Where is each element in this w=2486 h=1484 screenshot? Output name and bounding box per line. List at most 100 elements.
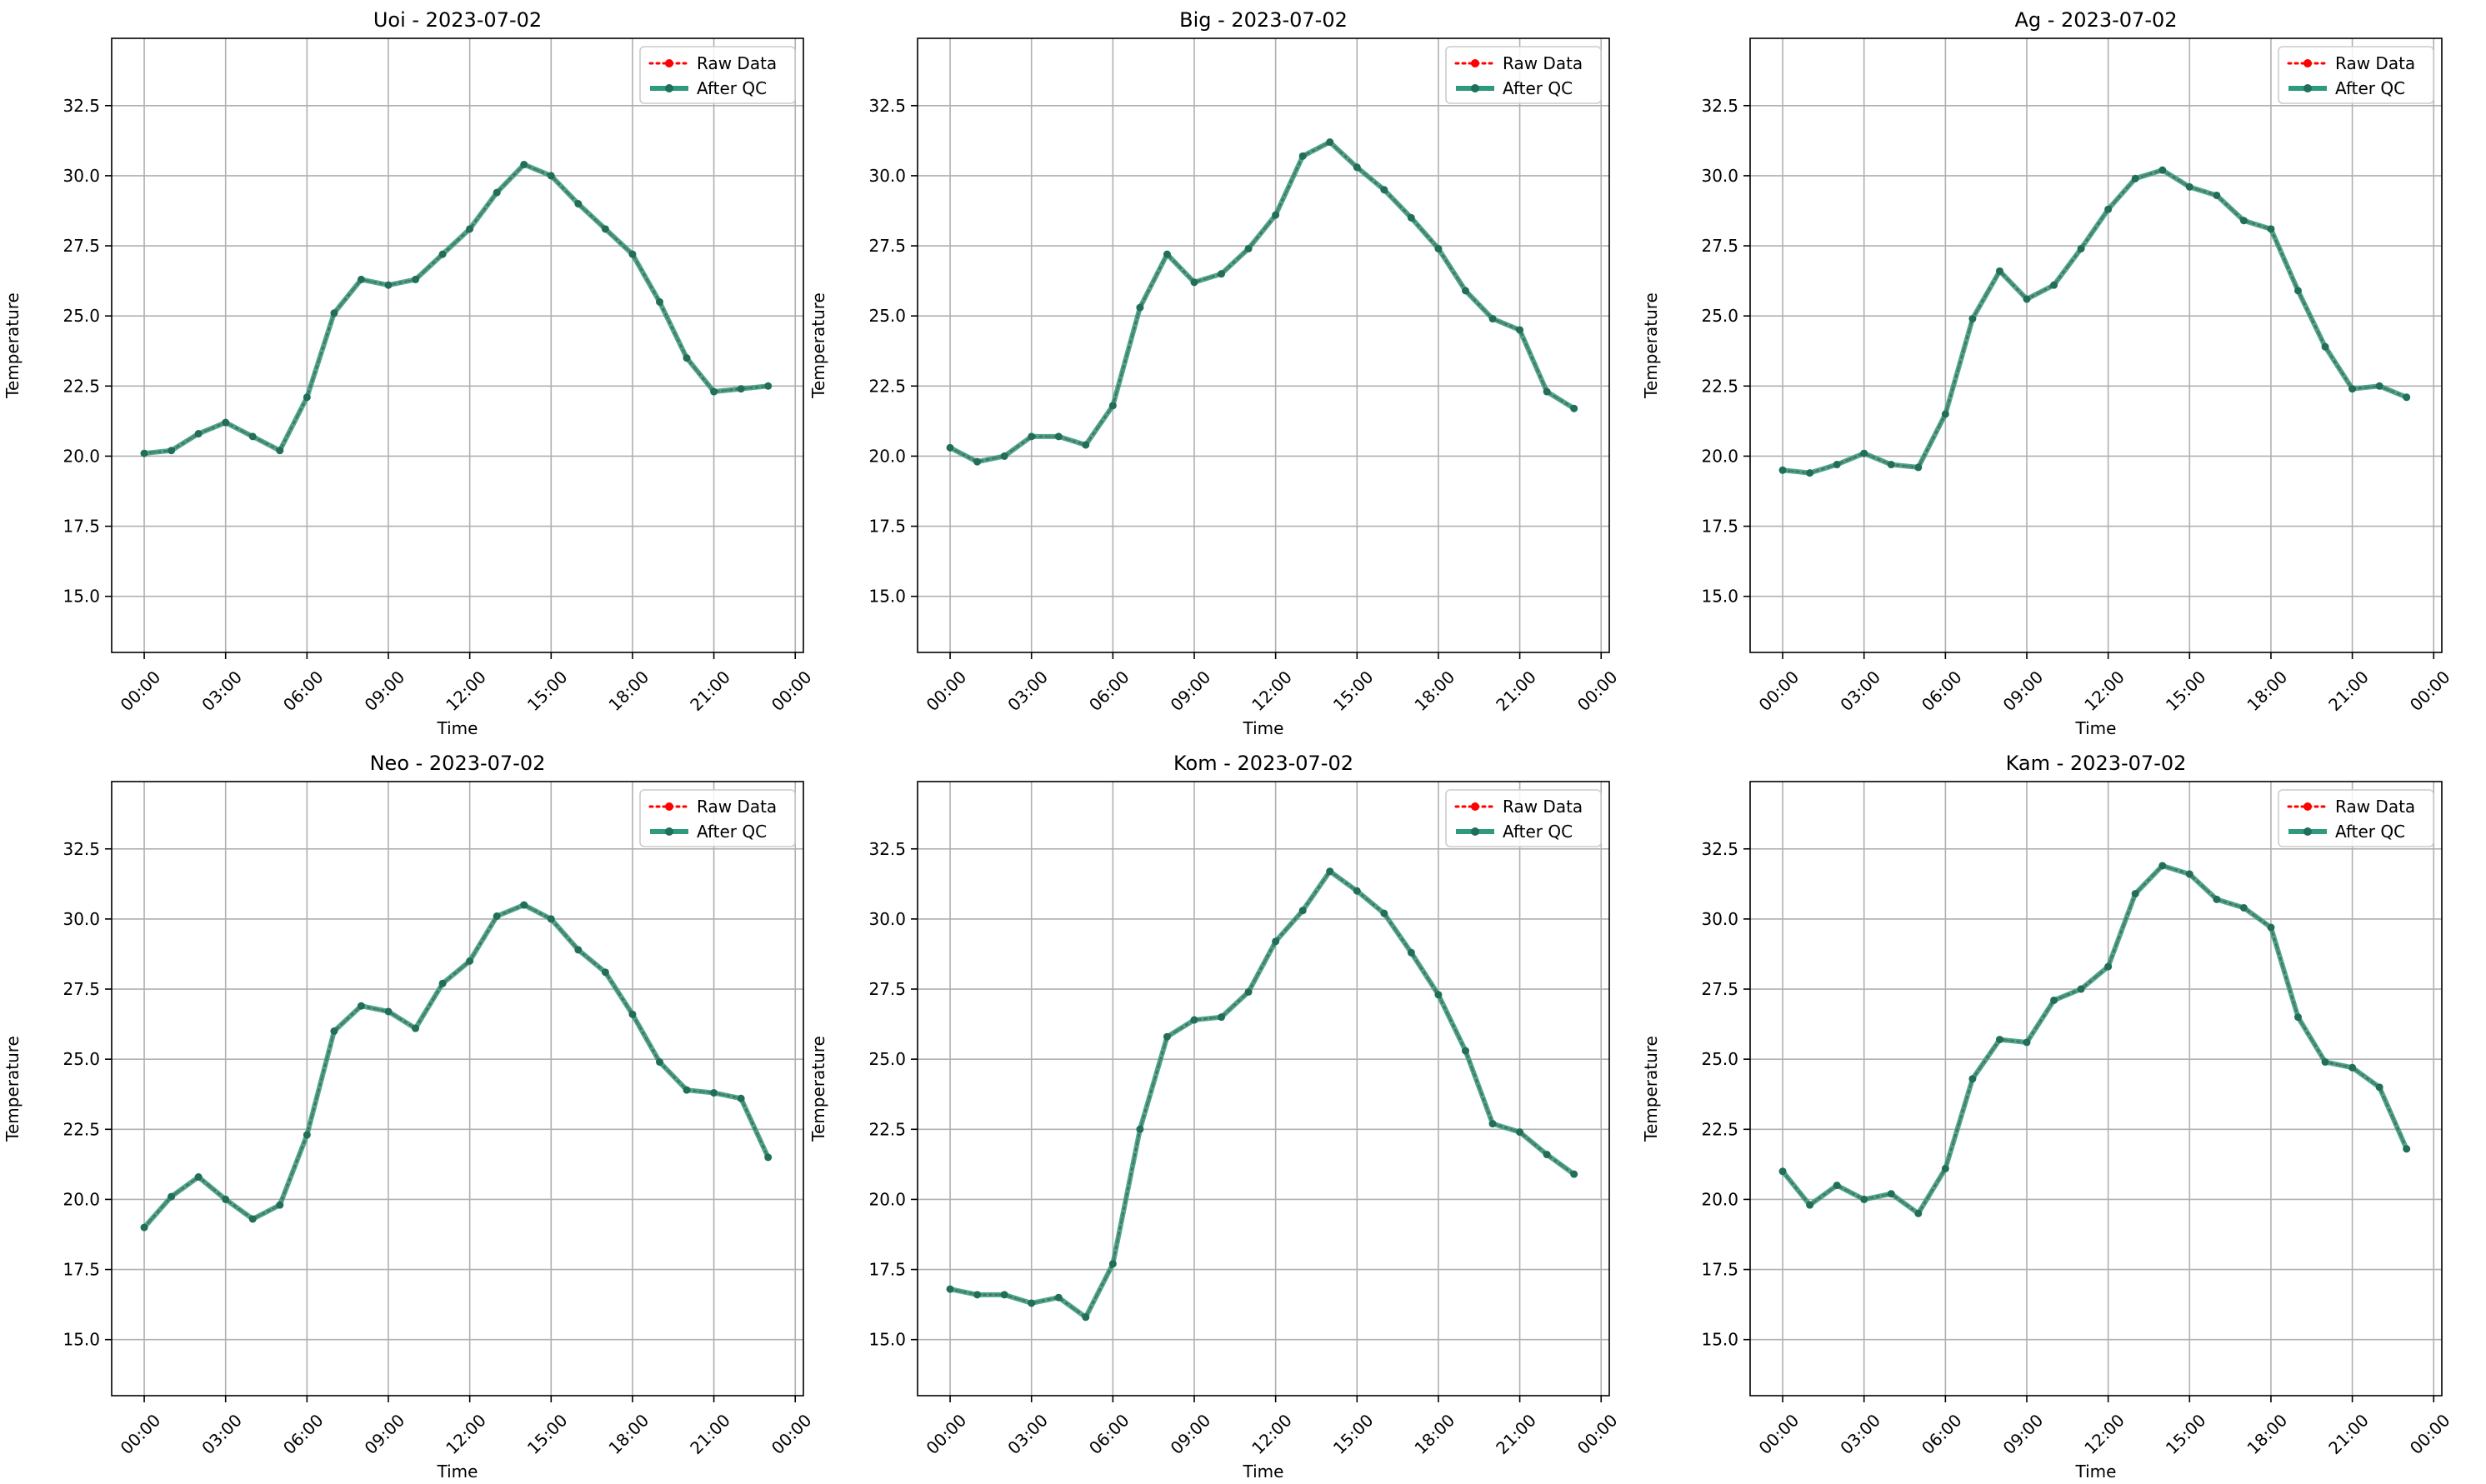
y-tick-label: 22.5 [63, 376, 100, 396]
after-qc-line [142, 902, 771, 1230]
x-tick-label: 09:00 [1999, 1410, 2048, 1458]
x-tick-label: 03:00 [1836, 1410, 1884, 1458]
subplot-title: Uoi - 2023-07-02 [373, 8, 542, 32]
after-qc-point [1461, 1047, 1469, 1055]
x-axis-label: Time [1243, 1462, 1284, 1482]
after-qc-point [303, 1131, 311, 1139]
x-tick-label: 21:00 [686, 1410, 734, 1458]
after-qc-point [1326, 138, 1334, 147]
after-qc-point [1108, 402, 1117, 410]
y-tick-label: 15.0 [1701, 1330, 1738, 1350]
after-qc-point [194, 430, 203, 438]
x-tick-label: 00:00 [923, 1410, 971, 1458]
y-tick-label: 15.0 [63, 587, 100, 607]
legend: Raw Data After QC [1445, 46, 1602, 104]
after-qc-point [248, 432, 257, 441]
after-qc-point [520, 901, 528, 909]
y-axis-label: Temperature [3, 1036, 23, 1142]
y-tick-label: 32.5 [63, 839, 100, 859]
x-tick-label: 00:00 [2406, 667, 2454, 715]
legend-raw-label: Raw Data [2335, 53, 2415, 73]
y-tick-label: 20.0 [868, 1189, 906, 1209]
legend-raw-marker [2303, 802, 2312, 811]
x-tick-label: 21:00 [1492, 667, 1540, 715]
raw-overlay-line [949, 870, 1575, 1318]
x-tick-label: 00:00 [1573, 667, 1622, 715]
y-tick-label: 25.0 [1701, 306, 1738, 326]
after-qc-point [2077, 985, 2085, 993]
x-tick-label: 21:00 [2324, 1410, 2373, 1458]
axes-frame [111, 37, 804, 653]
after-qc-point [1054, 432, 1063, 441]
y-tick-label: 27.5 [868, 236, 906, 256]
y-tick-label: 25.0 [63, 1049, 100, 1069]
legend-qc-label: After QC [697, 78, 767, 98]
x-tick-label: 06:00 [1085, 667, 1133, 715]
y-tick-label: 17.5 [63, 517, 100, 537]
legend-raw-label: Raw Data [2335, 797, 2415, 817]
legend: Raw Data After QC [2278, 46, 2434, 104]
after-qc-point [1298, 152, 1307, 160]
x-tick-label: 00:00 [1755, 667, 1803, 715]
y-tick-label: 22.5 [868, 1119, 906, 1139]
after-qc-point [1914, 1209, 1923, 1217]
x-tick-label: 18:00 [1410, 667, 1458, 715]
y-tick-label: 17.5 [1701, 517, 1738, 537]
legend-raw-marker [665, 802, 673, 811]
x-tick-label: 12:00 [1248, 1410, 1296, 1458]
after-qc-point [764, 382, 773, 390]
x-tick-label: 00:00 [1755, 1410, 1803, 1458]
legend-qc-label: After QC [2335, 78, 2405, 98]
x-axis-label: Time [2075, 718, 2117, 738]
legend-qc-marker [665, 827, 673, 836]
x-axis-label: Time [437, 718, 478, 738]
x-tick-label: 09:00 [1167, 667, 1215, 715]
subplot-title: Big - 2023-07-02 [1179, 8, 1348, 32]
after-qc-point [2267, 923, 2275, 932]
raw-data-line [948, 140, 1576, 463]
after-qc-point [1028, 1299, 1036, 1307]
after-qc-point [2185, 870, 2193, 878]
x-tick-label: 03:00 [198, 1410, 246, 1458]
after-qc-point [2239, 217, 2248, 225]
axes-frame [917, 781, 1610, 1397]
y-tick-label: 25.0 [63, 306, 100, 326]
after-qc-point [1806, 469, 1814, 477]
y-tick-label: 17.5 [1701, 1260, 1738, 1280]
after-qc-point [1028, 432, 1036, 441]
after-qc-point [248, 1215, 257, 1223]
x-tick-label: 21:00 [2324, 667, 2373, 715]
y-tick-label: 25.0 [1701, 1049, 1738, 1069]
y-tick-label: 27.5 [1701, 979, 1738, 999]
subplot-title: Kam - 2023-07-02 [2006, 752, 2187, 775]
axes-frame [1749, 781, 2443, 1397]
after-qc-point [1570, 404, 1578, 412]
after-qc-point [1136, 303, 1144, 312]
after-qc-point [493, 912, 501, 921]
legend-raw-label: Raw Data [697, 53, 777, 73]
y-tick-label: 32.5 [63, 96, 100, 116]
after-qc-point [2104, 205, 2113, 213]
raw-overlay-line [1782, 169, 2407, 474]
x-tick-label: 15:00 [523, 667, 572, 715]
after-qc-point [2239, 903, 2248, 912]
y-tick-label: 32.5 [868, 96, 906, 116]
x-tick-label: 12:00 [2080, 1410, 2128, 1458]
after-qc-point [303, 393, 311, 402]
y-tick-label: 30.0 [868, 166, 906, 186]
x-tick-label: 06:00 [1918, 667, 1966, 715]
after-qc-point [2050, 996, 2058, 1004]
legend-qc-label: After QC [1503, 822, 1573, 842]
x-tick-label: 03:00 [1003, 667, 1052, 715]
x-tick-label: 15:00 [2162, 667, 2210, 715]
y-tick-label: 17.5 [868, 1260, 906, 1280]
y-tick-label: 22.5 [63, 1119, 100, 1139]
y-axis-label: Temperature [1641, 292, 1661, 399]
x-tick-label: 06:00 [279, 667, 328, 715]
after-qc-point [2321, 1058, 2329, 1067]
x-tick-label: 00:00 [117, 1410, 165, 1458]
legend-raw-marker [1471, 59, 1479, 67]
raw-overlay-line [143, 163, 768, 454]
after-qc-point [1163, 1032, 1171, 1041]
after-qc-point [1860, 1195, 1868, 1203]
